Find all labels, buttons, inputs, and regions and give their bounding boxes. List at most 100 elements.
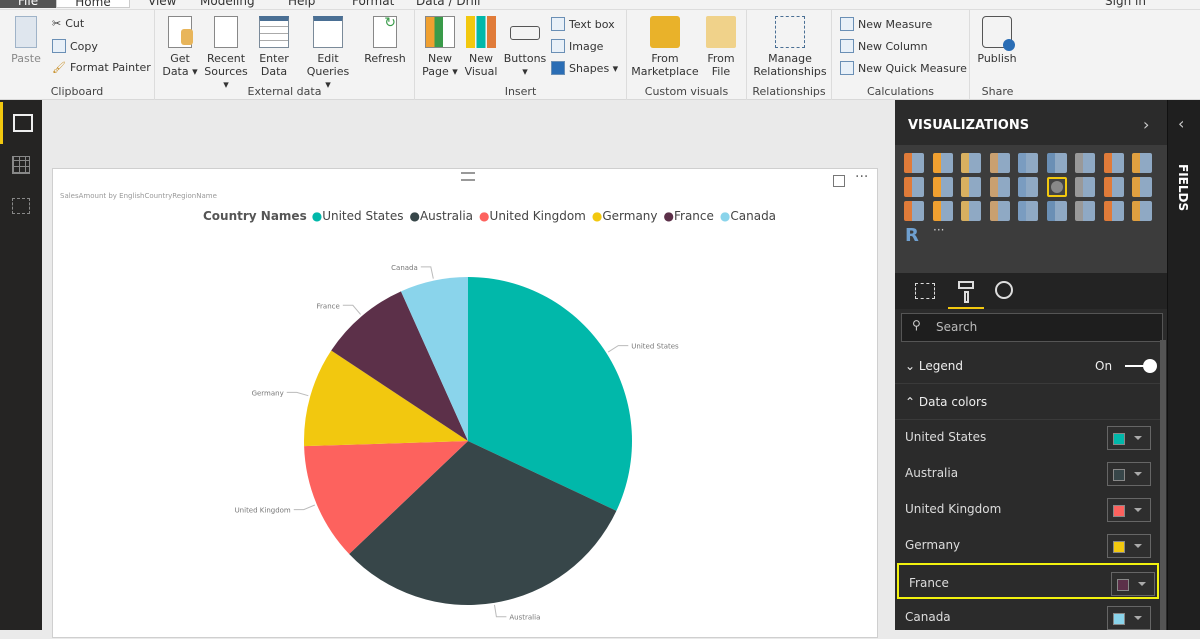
- visual-type-icon[interactable]: [989, 201, 1010, 221]
- data-colors-section[interactable]: ⌃ Data colors: [895, 384, 1163, 420]
- buttons-button[interactable]: Buttons ▾: [503, 16, 547, 78]
- new-page-button[interactable]: New Page ▾: [420, 16, 460, 78]
- pie-slice[interactable]: [349, 441, 617, 605]
- data-view-button[interactable]: [0, 144, 42, 186]
- legend-item[interactable]: ●France: [664, 209, 714, 223]
- enter-data-button[interactable]: Enter Data: [255, 16, 293, 78]
- color-picker-dropdown[interactable]: [1107, 534, 1151, 558]
- more-visuals-icon[interactable]: ···: [933, 223, 945, 237]
- brush-icon: 🖌: [52, 61, 66, 74]
- new-visual-button[interactable]: New Visual: [463, 16, 499, 78]
- visual-type-icon[interactable]: [1103, 153, 1124, 173]
- legend-item[interactable]: ●Australia: [409, 209, 473, 223]
- copy-button[interactable]: Copy: [52, 39, 98, 53]
- focus-mode-icon[interactable]: [833, 175, 845, 187]
- model-view-button[interactable]: [0, 186, 42, 228]
- color-picker-dropdown[interactable]: [1107, 462, 1151, 486]
- visual-type-icon[interactable]: [1132, 153, 1152, 173]
- manage-relationships-button[interactable]: Manage Relationships: [751, 16, 829, 78]
- visual-type-icon[interactable]: [1103, 177, 1124, 197]
- visual-type-icon[interactable]: [932, 153, 953, 173]
- publish-button[interactable]: Publish: [974, 16, 1020, 65]
- fields-pane-collapsed[interactable]: ‹ FIELDS: [1167, 100, 1200, 630]
- analytics-magnifier-icon[interactable]: [995, 281, 1013, 299]
- pie-slice[interactable]: [400, 277, 468, 441]
- slice-label: United States: [631, 343, 679, 351]
- pie-slice[interactable]: [304, 441, 468, 555]
- visual-type-icon[interactable]: [1075, 177, 1095, 197]
- relationships-icon: [775, 16, 805, 48]
- cut-button[interactable]: ✂ Cut: [52, 17, 85, 30]
- tab-help[interactable]: Help: [288, 0, 316, 8]
- visual-type-icon[interactable]: [1046, 201, 1067, 221]
- pie-chart-type-icon[interactable]: [1046, 177, 1067, 197]
- visual-type-icon[interactable]: [1075, 153, 1095, 173]
- tab-home[interactable]: Home: [56, 0, 130, 9]
- color-picker-dropdown[interactable]: [1107, 426, 1151, 450]
- recent-sources-button[interactable]: Recent Sources ▾: [202, 16, 250, 91]
- tab-view[interactable]: View: [148, 0, 177, 8]
- report-view-button[interactable]: [0, 102, 42, 144]
- legend-section[interactable]: ⌄ Legend On: [895, 348, 1163, 384]
- shapes-button[interactable]: Shapes ▾: [551, 61, 618, 75]
- legend-item[interactable]: ●Germany: [592, 209, 658, 223]
- visual-type-icon[interactable]: [1132, 177, 1152, 197]
- legend-toggle[interactable]: [1125, 359, 1157, 373]
- visual-type-icon[interactable]: [904, 153, 924, 173]
- tab-format[interactable]: Format: [352, 0, 395, 8]
- visual-type-icon[interactable]: [989, 153, 1010, 173]
- legend-item[interactable]: ●Canada: [720, 209, 776, 223]
- paste-button[interactable]: Paste: [8, 16, 44, 65]
- pie-slice[interactable]: [304, 350, 468, 447]
- search-icon: ⚲: [912, 318, 921, 332]
- visual-type-icon[interactable]: [961, 153, 981, 173]
- visual-type-icon[interactable]: [1018, 177, 1038, 197]
- pie-slice[interactable]: [468, 277, 632, 511]
- new-column-button[interactable]: New Column: [840, 39, 928, 53]
- tab-data-drill[interactable]: Data / Drill: [416, 0, 481, 8]
- edit-queries-button[interactable]: Edit Queries ▾: [303, 16, 353, 91]
- search-input[interactable]: ⚲ Search: [901, 313, 1163, 342]
- visual-type-icon[interactable]: [1046, 153, 1067, 173]
- format-painter-button[interactable]: 🖌 Format Painter: [52, 61, 151, 74]
- legend-dot: ●: [719, 209, 731, 223]
- r-visual-icon[interactable]: R: [905, 225, 919, 246]
- new-quick-measure-button[interactable]: New Quick Measure: [840, 61, 967, 75]
- text-box-button[interactable]: Text box: [551, 17, 615, 31]
- visual-type-icon[interactable]: [989, 177, 1010, 197]
- sign-in-link[interactable]: Sign in: [1105, 0, 1146, 8]
- visual-type-icon[interactable]: [961, 177, 981, 197]
- color-picker-dropdown[interactable]: [1107, 498, 1151, 522]
- tab-file[interactable]: File: [0, 0, 56, 8]
- visual-type-icon[interactable]: [932, 201, 953, 221]
- new-measure-button[interactable]: New Measure: [840, 17, 932, 31]
- fields-tab-icon[interactable]: [915, 283, 935, 299]
- refresh-button[interactable]: ↻ Refresh: [364, 15, 406, 65]
- image-button[interactable]: Image: [551, 39, 603, 53]
- drag-handle-icon[interactable]: [461, 172, 475, 181]
- legend-item[interactable]: ●United States: [312, 209, 404, 223]
- collapse-chevron-icon[interactable]: ›: [1143, 115, 1150, 134]
- pie-chart: United States Australia United Kingdom Germ…: [235, 264, 679, 622]
- pane-scrollbar[interactable]: [1160, 340, 1166, 630]
- visual-type-icon[interactable]: [904, 201, 924, 221]
- visual-type-icon[interactable]: [961, 201, 981, 221]
- color-picker-dropdown[interactable]: [1107, 606, 1151, 630]
- from-file-button[interactable]: From File: [703, 16, 739, 78]
- visual-type-icon[interactable]: [1075, 201, 1095, 221]
- more-options-icon[interactable]: ···: [855, 169, 869, 185]
- from-marketplace-button[interactable]: From Marketplace: [631, 16, 699, 78]
- legend-item[interactable]: ●United Kingdom: [479, 209, 586, 223]
- tab-modeling[interactable]: Modeling: [200, 0, 255, 8]
- color-picker-dropdown[interactable]: [1111, 572, 1155, 596]
- visual-type-icon[interactable]: [1132, 201, 1152, 221]
- get-data-button[interactable]: Get Data ▾: [160, 16, 200, 78]
- visual-type-icon[interactable]: [1103, 201, 1124, 221]
- expand-chevron-icon[interactable]: ‹: [1178, 114, 1185, 133]
- visual-type-icon[interactable]: [1018, 153, 1038, 173]
- visual-type-icon[interactable]: [932, 177, 953, 197]
- pie-slice[interactable]: [331, 291, 468, 441]
- format-roller-icon[interactable]: [948, 279, 984, 309]
- visual-type-icon[interactable]: [904, 177, 924, 197]
- visual-type-icon[interactable]: [1018, 201, 1038, 221]
